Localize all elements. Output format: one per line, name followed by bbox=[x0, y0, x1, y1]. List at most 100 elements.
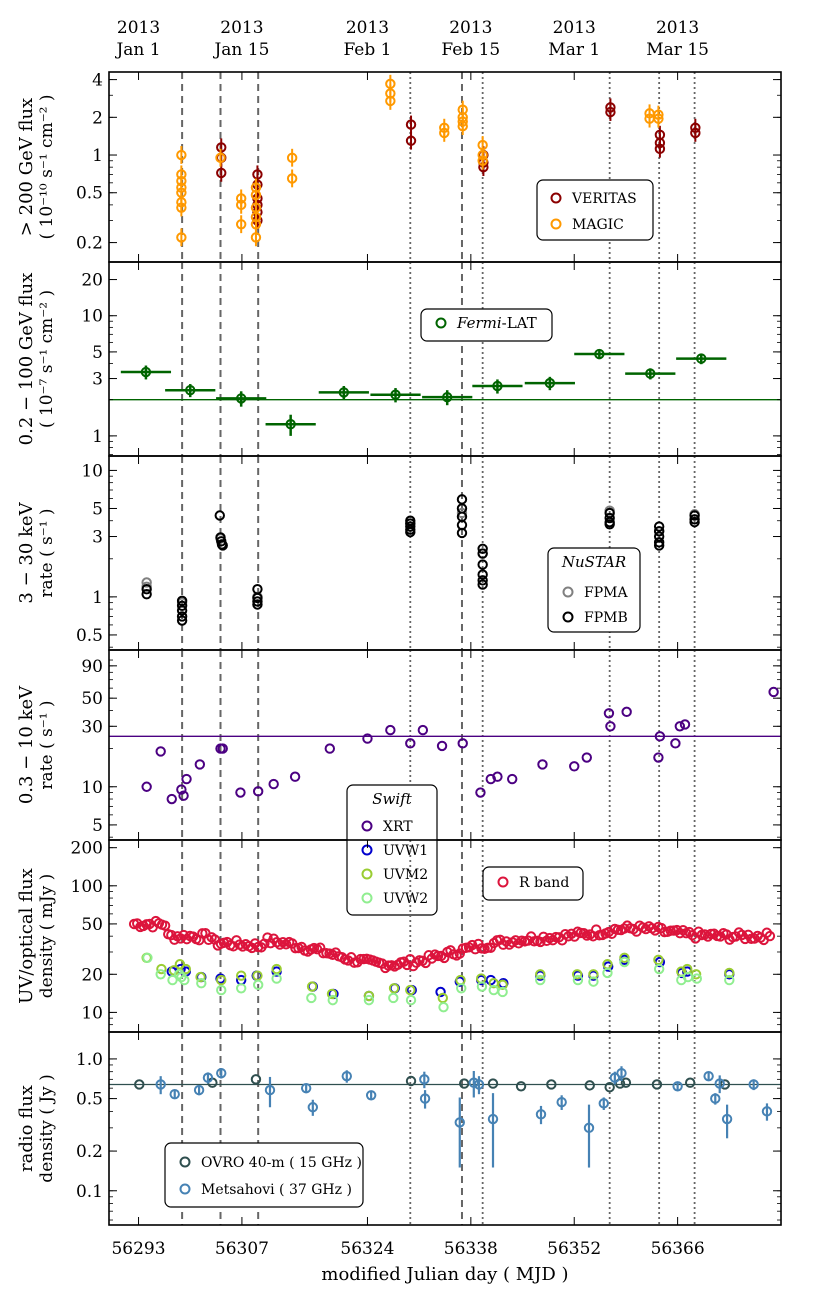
data-point-uvw2 bbox=[179, 974, 190, 986]
data-point-magic bbox=[176, 149, 187, 161]
y-label-line1: 0.3 − 10 keV bbox=[16, 685, 37, 804]
fermi-point-10 bbox=[645, 368, 656, 379]
data-point-uvm2 bbox=[724, 967, 735, 979]
data-point-xrt bbox=[653, 752, 664, 763]
y-axis-label: > 200 GeV flux( 10⁻¹⁰ s⁻¹ cm⁻² ) bbox=[16, 94, 57, 239]
data-point-metsahovi bbox=[583, 1122, 595, 1134]
data-point-metsahovi bbox=[556, 1096, 567, 1108]
x-tick-label-1: 56307 bbox=[215, 1239, 269, 1259]
data-point-ovro bbox=[651, 1079, 663, 1090]
data-point-xrt bbox=[252, 786, 264, 797]
legend-label-1: MAGIC bbox=[572, 217, 624, 233]
data-point-uvm2 bbox=[497, 979, 508, 991]
legend: NuSTAR FPMA FPMB bbox=[547, 547, 641, 633]
data-point-metsahovi bbox=[672, 1081, 683, 1092]
y-label-line2: ( 10⁻¹⁰ s⁻¹ cm⁻² ) bbox=[37, 94, 57, 239]
data-point-fpmb bbox=[456, 527, 468, 539]
data-point-xrt bbox=[155, 746, 166, 757]
data-point-uvw1 bbox=[435, 986, 446, 998]
legend-label-1: FPMB bbox=[584, 610, 628, 626]
x-tick-label-0: 56293 bbox=[111, 1239, 165, 1259]
legend-box bbox=[482, 866, 584, 901]
data-point-uvm2 bbox=[156, 963, 167, 975]
legend-box bbox=[420, 308, 553, 342]
data-point-fpmb bbox=[689, 516, 700, 528]
legend-marker-3 bbox=[361, 892, 373, 904]
legend: OVRO 40-m ( 15 GHz ) Metsahovi ( 37 GHz ) bbox=[164, 1142, 364, 1208]
data-point-ovro bbox=[134, 1079, 145, 1090]
legend: Fermi-LAT bbox=[420, 308, 553, 342]
panel-uvopt: 10 20 50 100 200 UV/optical flux density ( mJy… bbox=[16, 839, 782, 1033]
data-point-uvm2 bbox=[195, 971, 206, 983]
data-point-xrt bbox=[670, 738, 681, 749]
data-point-uvw2 bbox=[691, 973, 703, 984]
data-point-uvw2 bbox=[167, 974, 178, 986]
data-point-ovro bbox=[604, 1082, 615, 1093]
y-tick-label-3: 10 bbox=[81, 307, 103, 327]
top-date-day-0: Jan 1 bbox=[114, 40, 160, 60]
data-point-fpmb bbox=[217, 540, 228, 551]
y-tick-label-2: 1 bbox=[92, 146, 103, 166]
top-date-day-3: Feb 15 bbox=[441, 40, 500, 60]
data-point-xrt bbox=[217, 743, 228, 754]
y-label-line1: radio flux bbox=[16, 1085, 37, 1172]
legend-title: Swift bbox=[372, 790, 412, 808]
data-point-uvw2 bbox=[306, 992, 317, 1004]
y-label-line2: ( 10⁻⁷ s⁻¹ cm⁻² ) bbox=[37, 290, 57, 428]
top-date-year-2: 2013 bbox=[346, 18, 389, 38]
y-label-line1: UV/optical flux bbox=[16, 868, 37, 1004]
data-point-veritas bbox=[605, 106, 616, 118]
legend: VERITAS MAGIC bbox=[536, 179, 654, 241]
data-point-magic bbox=[385, 95, 396, 107]
fermi-point-4 bbox=[338, 387, 350, 398]
y-tick-label-0: 5 bbox=[92, 816, 103, 836]
legend-box bbox=[536, 179, 654, 241]
data-point-uvw2 bbox=[176, 971, 187, 983]
data-point-uvw2 bbox=[456, 983, 467, 994]
top-date-year-3: 2013 bbox=[449, 18, 492, 38]
data-point-metsahovi bbox=[202, 1072, 214, 1083]
data-point-ovro bbox=[459, 1078, 470, 1089]
data-point-ovro bbox=[584, 1080, 595, 1091]
data-point-fpmb bbox=[477, 579, 488, 590]
legend-box bbox=[346, 784, 438, 916]
data-point-ovro bbox=[620, 1077, 632, 1088]
data-point-uvm2 bbox=[388, 983, 400, 994]
data-point-uvw2 bbox=[653, 963, 665, 975]
data-point-metsahovi bbox=[419, 1093, 431, 1104]
legend-marker-0 bbox=[435, 317, 447, 329]
data-point-uvw2 bbox=[438, 1001, 449, 1013]
y-tick-label-2: 30 bbox=[81, 717, 103, 737]
data-point-xrt bbox=[268, 778, 279, 790]
data-point-fpma bbox=[456, 507, 468, 519]
data-point-magic bbox=[250, 232, 262, 243]
panel-vhe: 0.2 0.5 1 2 4 > 200 GeV flux( 10⁻¹⁰ s⁻¹ cm⁻² … bbox=[16, 71, 782, 263]
data-point-uvm2 bbox=[405, 984, 416, 996]
data-point-fpmb bbox=[604, 512, 615, 524]
data-point-xrt bbox=[605, 721, 616, 732]
data-point-metsahovi bbox=[365, 1090, 377, 1101]
top-date-year-1: 2013 bbox=[220, 18, 263, 38]
data-point-uvm2 bbox=[571, 969, 583, 980]
panel-frame bbox=[108, 1031, 782, 1226]
legend-marker-1 bbox=[562, 611, 574, 623]
legend-label-0: OVRO 40-m ( 15 GHz ) bbox=[201, 1155, 362, 1171]
data-point-metsahovi bbox=[341, 1070, 352, 1082]
y-label-line2: rate ( s⁻¹ ) bbox=[37, 508, 57, 597]
data-point-uvw2 bbox=[327, 994, 338, 1006]
legend: Swift XRT UVW1 UVM2 UVW2 bbox=[346, 784, 438, 916]
data-point-uvm2 bbox=[588, 969, 599, 980]
data-point-uvm2 bbox=[180, 963, 192, 975]
data-point-magic bbox=[215, 152, 226, 164]
data-point-magic bbox=[286, 173, 298, 184]
data-point-fpmb bbox=[477, 559, 488, 570]
data-point-fpmb bbox=[405, 521, 416, 532]
legend-marker-0 bbox=[562, 586, 574, 598]
data-point-veritas bbox=[405, 119, 417, 130]
data-point-metsahovi bbox=[710, 1093, 721, 1104]
data-point-r bbox=[454, 948, 465, 959]
data-point-metsahovi bbox=[714, 1078, 725, 1089]
data-point-uvw2 bbox=[476, 981, 488, 992]
data-point-fpmb bbox=[477, 548, 488, 559]
legend-title: NuSTAR bbox=[561, 553, 626, 571]
